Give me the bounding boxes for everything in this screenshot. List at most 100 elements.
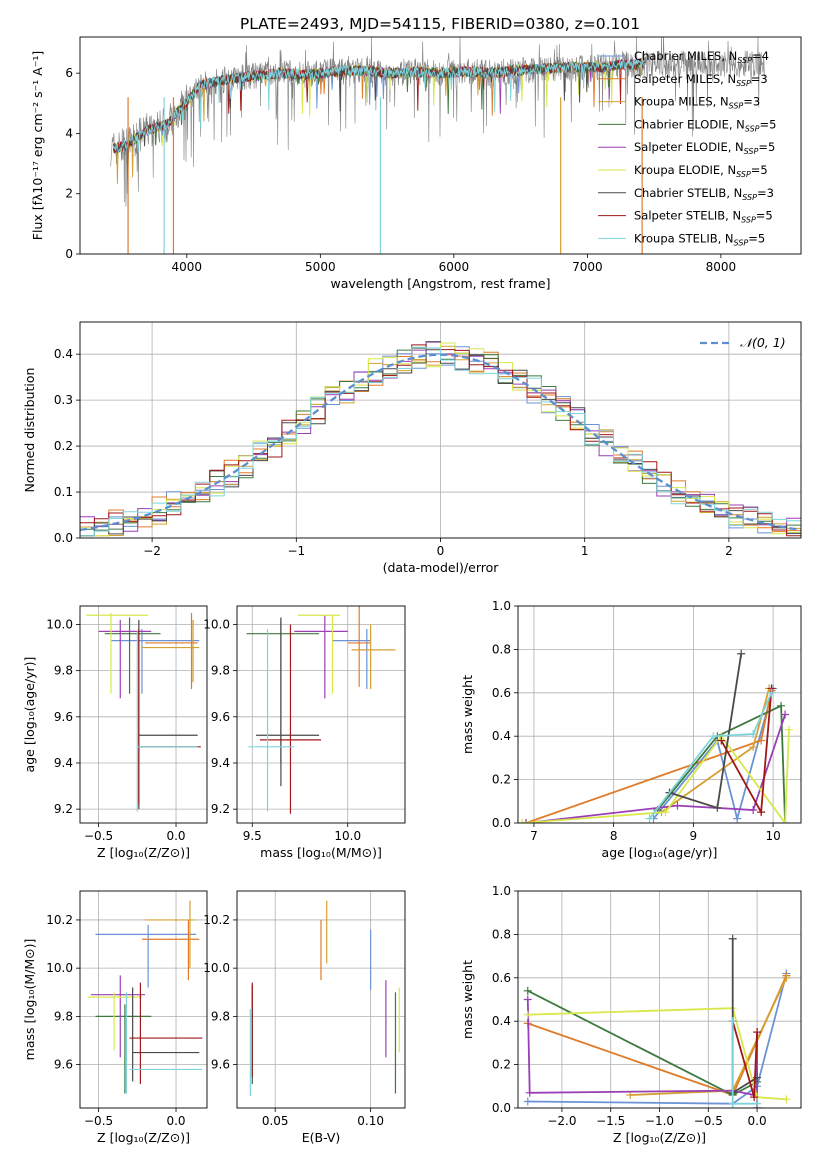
errorbar-point: [248, 629, 295, 812]
spectrum-ylabel: Flux [fλ10⁻¹⁷ erg cm⁻² s⁻¹ A⁻¹]: [30, 51, 45, 240]
errorbar-point: [145, 900, 195, 969]
weight-series-marker: [661, 808, 670, 817]
weight-series-marker: [673, 801, 682, 810]
age_vs_Z-xtick-label: 0.0: [166, 829, 185, 843]
spectrum-frame: [79, 36, 802, 255]
weight-series-marker: [749, 743, 758, 752]
errorbar-point: [332, 629, 371, 690]
mass_vs_Z-ytick-label: 10.2: [46, 913, 73, 927]
legend-label-part: SSP: [737, 56, 752, 65]
errorbar-point: [294, 615, 348, 699]
mass_vs_EBV-ytick-label: 9.6: [211, 1058, 230, 1072]
weight-series-marker: [757, 808, 766, 817]
errorbar-point: [141, 919, 200, 981]
age_vs_Z-ytick-label: 9.4: [54, 756, 73, 770]
model-spectrum-line: [113, 58, 645, 183]
residual_hist-ylabel: Normed distribution: [22, 368, 37, 493]
errorbar-point: [90, 975, 146, 1058]
mass_vs_Z-xtick-label: −0.5: [84, 1114, 113, 1128]
weight_vs_age-xtick-label: 10: [765, 829, 780, 843]
weight-series-line: [527, 973, 788, 1105]
weight_vs_Z-xlabel: Z [log₁₀(Z/Z⊙)]: [613, 1130, 706, 1145]
age_vs_Z-xtick-label: −0.5: [84, 829, 113, 843]
weight-series-marker: [728, 934, 737, 943]
errorbar-point: [125, 992, 203, 1094]
legend-label-part: Kroupa ELODIE, N: [634, 163, 736, 177]
legend-label-part: SSP: [736, 79, 751, 88]
weight_vs_Z-ytick-label: 0.4: [492, 1014, 511, 1028]
age_vs_mass-plot-area: [237, 606, 405, 823]
age_vs_Z-ylabel: age [log₁₀(age/yr)]: [22, 657, 37, 773]
weight_vs_Z-ytick-label: 1.0: [492, 884, 511, 898]
weight-series-marker: [785, 725, 794, 734]
mass_vs_EBV-xlabel: E(B-V): [302, 1130, 341, 1145]
weight-series-marker: [709, 732, 718, 741]
spectrum-xtick-label: 4000: [172, 260, 203, 274]
errorbar-point: [98, 619, 152, 699]
weight_vs_age-ytick-label: 0.0: [492, 816, 511, 830]
spectrum-xtick-label: 8000: [706, 260, 737, 274]
mass_vs_Z-ylabel: mass [log₁₀(M/M⊙)]: [22, 939, 37, 1061]
mass_vs_Z-panel: −0.5 0.0 9.6 9.8 10.0 10.2 Z [log₁₀(Z/Z⊙)] mass…: [22, 890, 208, 1145]
weight-series-marker: [750, 1093, 759, 1102]
residual_hist-xtick-label: −2: [143, 544, 161, 558]
legend-label: Chabrier STELIB, NSSP=3: [634, 186, 774, 202]
legend-label: Kroupa STELIB, NSSP=5: [634, 231, 765, 247]
legend-label-part: =3: [743, 95, 760, 109]
age_vs_mass-frame: [236, 605, 406, 824]
age_vs_Z-ytick-label: 9.8: [54, 664, 73, 678]
legend-label-part: SSP: [742, 193, 757, 202]
residual_hist-xtick-label: 1: [581, 544, 589, 558]
residual_hist-ytick-label: 0.4: [54, 347, 73, 361]
age_vs_mass-xtick-label: 9.5: [243, 829, 262, 843]
weight-series-marker: [717, 736, 726, 745]
errorbar-point: [351, 624, 396, 690]
errorbar-point: [95, 1004, 152, 1094]
legend-label: Salpeter ELODIE, NSSP=5: [634, 140, 775, 156]
residual_hist-ytick-label: 0.3: [54, 393, 73, 407]
weight_vs_Z-xtick-label: −1.5: [596, 1114, 625, 1128]
weight-series-marker: [753, 1028, 762, 1037]
weight-series-marker: [645, 814, 654, 823]
weight-series-marker: [525, 1088, 534, 1097]
weight_vs_age-xtick-label: 9: [690, 829, 698, 843]
age_vs_Z-ytick-label: 9.2: [54, 802, 73, 816]
weight_vs_Z-xtick-label: −0.5: [694, 1114, 723, 1128]
spectrum-ytick-label: 4: [65, 126, 73, 140]
errorbar-point: [132, 987, 200, 1082]
legend-label-part: Salpeter MILES, N: [634, 72, 736, 86]
weight_vs_age-xtick-label: 8: [610, 829, 618, 843]
residual_hist-xlabel: (data-model)/error: [383, 560, 500, 575]
weight_vs_age-ytick-label: 0.8: [492, 642, 511, 656]
age_vs_mass-ytick-label: 9.6: [211, 710, 230, 724]
weight_vs_Z-frame: [517, 890, 802, 1109]
weight_vs_age-ytick-label: 0.2: [492, 773, 511, 787]
errorbar-point: [141, 619, 200, 683]
legend-label-part: =5: [751, 163, 768, 177]
mass_vs_EBV-ytick-label: 9.8: [211, 1009, 230, 1023]
legend-label-part: =5: [748, 231, 765, 245]
age_vs_mass-ytick-label: 9.4: [211, 756, 230, 770]
weight_vs_Z-xtick-label: −1.0: [645, 1114, 674, 1128]
figure-title: PLATE=2493, MJD=54115, FIBERID=0380, z=0…: [240, 15, 640, 33]
mass_vs_Z-xlabel: Z [log₁₀(Z/Z⊙)]: [97, 1130, 190, 1145]
errorbar-point: [87, 992, 142, 1051]
age_vs_mass-xlabel: mass [log₁₀(M/M⊙)]: [260, 845, 382, 860]
weight-series-marker: [521, 819, 530, 823]
weight-series-marker: [713, 803, 722, 812]
weight_vs_Z-ytick-label: 0.8: [492, 927, 511, 941]
histogram-series: [80, 346, 801, 538]
weight-series-marker: [523, 1010, 532, 1019]
spectrum-ytick-label: 6: [65, 66, 73, 80]
weight-series-marker: [781, 710, 790, 719]
age_vs_mass-ytick-label: 9.8: [211, 664, 230, 678]
weight-series-line: [656, 704, 786, 823]
legend-label-part: Kroupa STELIB, N: [634, 231, 734, 245]
weight-series-marker: [523, 995, 532, 1004]
mass_vs_EBV-xtick-label: 0.10: [357, 1114, 384, 1128]
mass_vs_EBV-ytick-label: 10.0: [203, 961, 230, 975]
legend-label-part: =3: [757, 186, 774, 200]
legend-label: Salpeter STELIB, NSSP=5: [634, 209, 773, 225]
weight-series-marker: [733, 814, 742, 823]
